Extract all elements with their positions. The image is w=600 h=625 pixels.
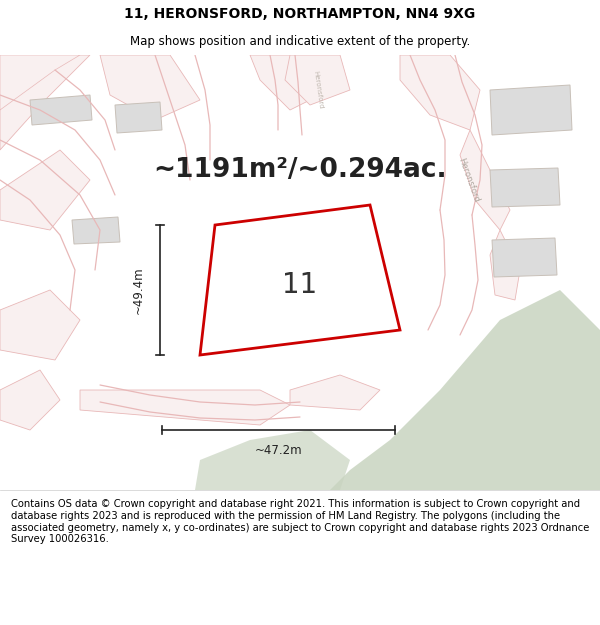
Polygon shape <box>30 95 92 125</box>
Polygon shape <box>0 150 90 230</box>
Polygon shape <box>80 390 290 425</box>
Polygon shape <box>490 168 560 207</box>
Text: 11: 11 <box>283 271 317 299</box>
Text: ~47.2m: ~47.2m <box>254 444 302 456</box>
Polygon shape <box>200 205 400 355</box>
Polygon shape <box>400 55 480 130</box>
Polygon shape <box>0 370 60 430</box>
Polygon shape <box>290 375 380 410</box>
Polygon shape <box>490 85 572 135</box>
Text: ~49.4m: ~49.4m <box>131 266 145 314</box>
Polygon shape <box>0 55 80 110</box>
Polygon shape <box>490 230 520 300</box>
Text: ~1191m²/~0.294ac.: ~1191m²/~0.294ac. <box>153 157 447 183</box>
Polygon shape <box>0 55 90 150</box>
Polygon shape <box>115 102 162 133</box>
Polygon shape <box>492 238 557 277</box>
Polygon shape <box>250 55 330 110</box>
Text: Contains OS data © Crown copyright and database right 2021. This information is : Contains OS data © Crown copyright and d… <box>11 499 589 544</box>
Polygon shape <box>285 55 350 105</box>
Text: Map shows position and indicative extent of the property.: Map shows position and indicative extent… <box>130 35 470 48</box>
Text: Heronsford: Heronsford <box>313 71 323 109</box>
Polygon shape <box>195 430 350 490</box>
Polygon shape <box>460 130 510 230</box>
Polygon shape <box>0 290 80 360</box>
Text: Heronsford: Heronsford <box>456 156 480 204</box>
Polygon shape <box>330 290 600 490</box>
Polygon shape <box>72 217 120 244</box>
Polygon shape <box>100 55 200 120</box>
Text: 11, HERONSFORD, NORTHAMPTON, NN4 9XG: 11, HERONSFORD, NORTHAMPTON, NN4 9XG <box>124 7 476 21</box>
